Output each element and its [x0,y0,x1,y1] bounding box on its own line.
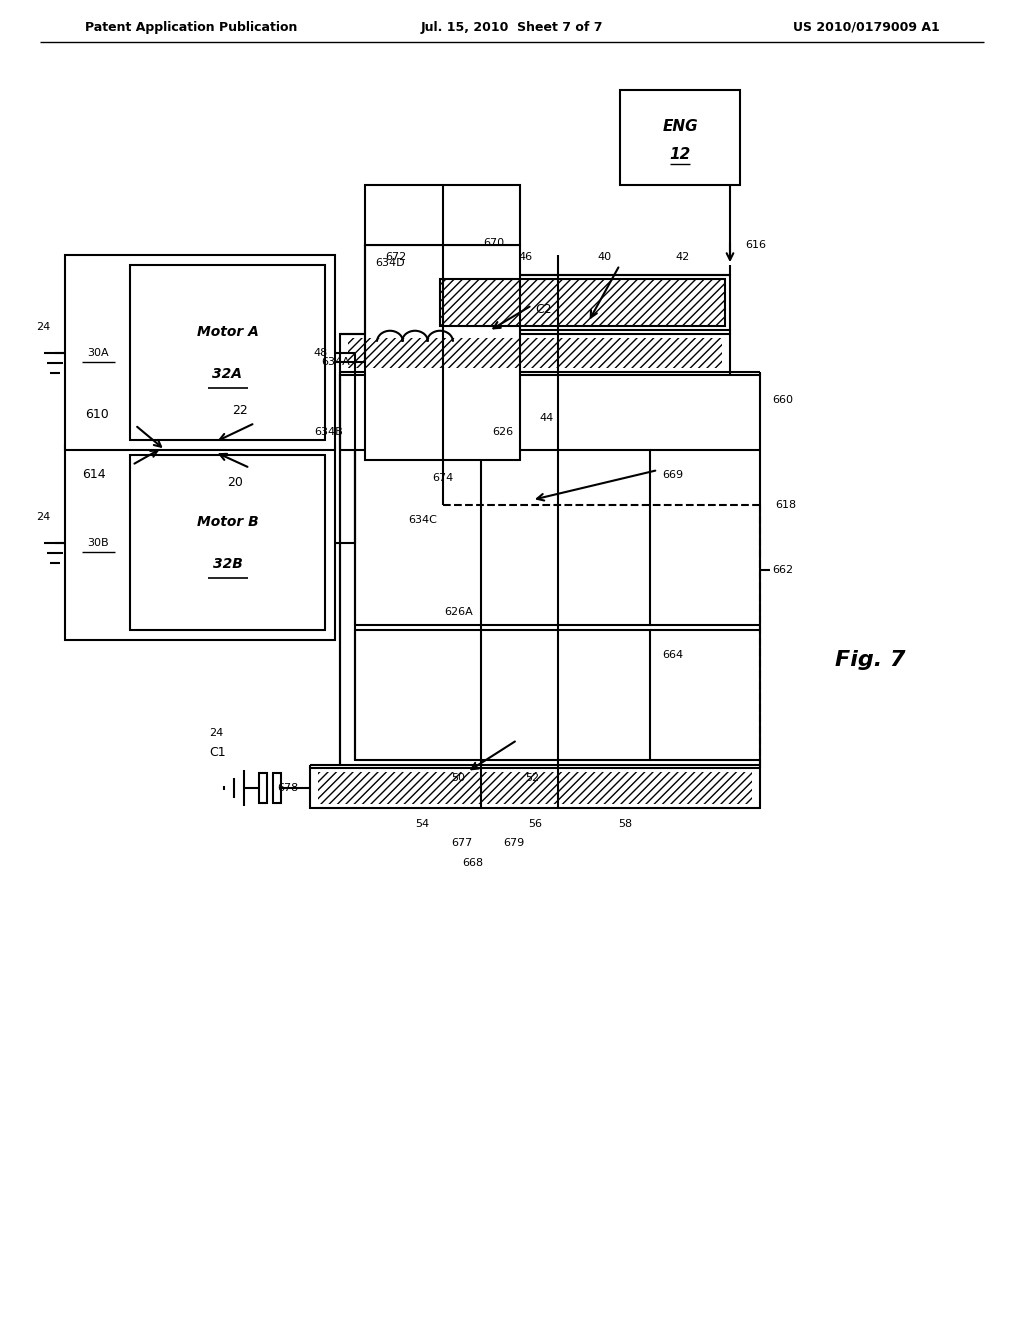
Text: 46: 46 [518,252,532,261]
Text: 40: 40 [597,252,611,261]
Text: 42: 42 [676,252,690,261]
Text: 50: 50 [452,774,465,783]
Bar [318,772,752,804]
Text: 672: 672 [386,252,407,261]
Text: ENG: ENG [663,119,697,133]
Text: 634A: 634A [322,358,350,367]
Text: 56: 56 [528,818,542,829]
Text: 616: 616 [745,240,766,249]
Text: 614: 614 [82,469,105,482]
Text: 662: 662 [772,565,794,576]
Bar [259,774,267,803]
Text: C2: C2 [535,304,552,315]
Text: 12: 12 [670,147,690,162]
Text: 32B: 32B [213,557,243,570]
Bar [348,338,722,368]
Text: 48: 48 [313,348,328,358]
Text: 626: 626 [492,426,513,437]
Text: 634D: 634D [375,257,404,268]
Text: 677: 677 [452,838,473,847]
Text: 54: 54 [416,818,429,829]
Text: Patent Application Publication: Patent Application Publication [85,21,297,33]
Bar [365,246,520,459]
Text: 670: 670 [483,238,504,248]
Bar [440,279,725,326]
Text: 668: 668 [462,858,483,869]
Bar [310,768,760,808]
Text: 674: 674 [432,473,454,483]
Text: Jul. 15, 2010  Sheet 7 of 7: Jul. 15, 2010 Sheet 7 of 7 [421,21,603,33]
Bar [273,774,281,803]
Bar [130,265,325,440]
Text: 30A: 30A [87,347,109,358]
Text: 24: 24 [209,729,223,738]
Text: 678: 678 [276,783,298,793]
Text: 669: 669 [662,470,683,480]
Text: 58: 58 [617,818,632,829]
Text: 634C: 634C [409,515,437,525]
Text: 626A: 626A [443,607,473,616]
Bar [355,630,650,760]
Text: 679: 679 [503,838,524,847]
Text: 664: 664 [662,649,683,660]
Text: 610: 610 [85,408,109,421]
Bar [620,90,740,185]
Text: 30B: 30B [87,537,109,548]
Text: 634B: 634B [314,426,343,437]
Text: Fig. 7: Fig. 7 [835,649,905,671]
Bar [415,275,730,330]
Text: US 2010/0179009 A1: US 2010/0179009 A1 [794,21,940,33]
Text: 32A: 32A [213,367,243,380]
Text: 44: 44 [540,413,554,422]
Bar [65,255,335,450]
Text: 618: 618 [775,500,796,510]
Text: 22: 22 [232,404,248,417]
Bar [130,455,325,630]
Text: 24: 24 [36,322,50,333]
Bar [340,334,730,372]
Bar [340,375,760,766]
Bar [65,445,335,640]
Bar [355,450,650,624]
Text: 52: 52 [525,774,539,783]
Text: Motor B: Motor B [197,515,258,528]
Text: 20: 20 [227,475,243,488]
Bar [365,185,520,246]
Text: Motor A: Motor A [197,325,258,338]
Text: 660: 660 [772,395,793,405]
Text: 24: 24 [36,512,50,523]
Text: C1: C1 [209,747,225,759]
